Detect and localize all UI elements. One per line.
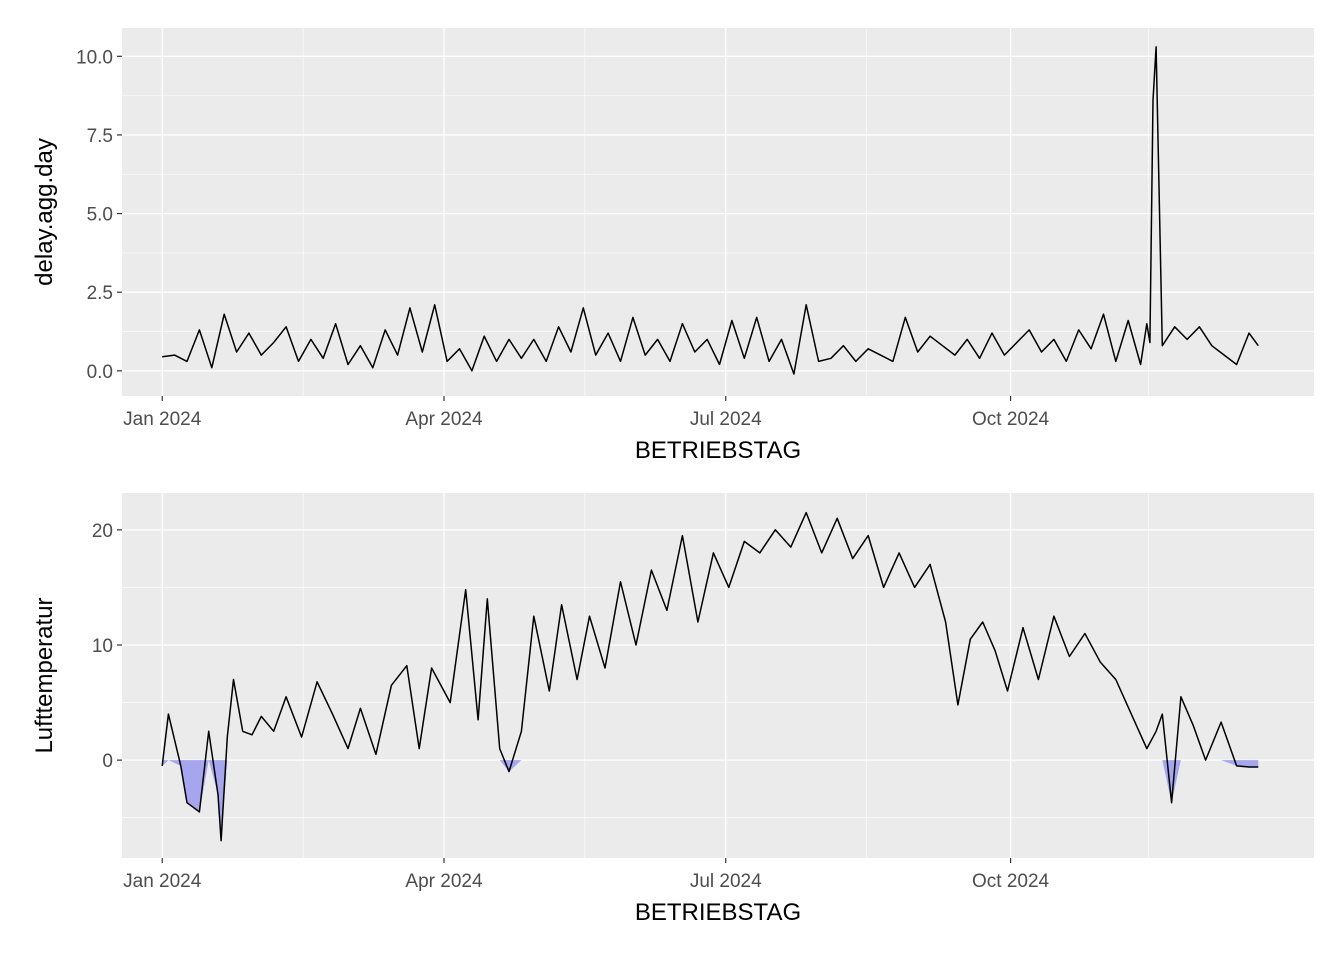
delay-panel-background [122,28,1314,396]
temperature-x-axis-title: BETRIEBSTAG [635,899,801,926]
delay-panel: 0.0 2.5 5.0 7.5 10.0 Jan 2024 Apr 2024 Jul 2024… [31,28,1314,464]
temperature-y-tick-label: 20 [92,521,113,542]
temperature-x-tick-label: Jul 2024 [690,871,762,892]
delay-x-axis-title: BETRIEBSTAG [635,437,801,464]
temperature-panel: 0 10 20 Jan 2024 Apr 2024 Jul 2024 Oct 2024 BET… [31,493,1314,926]
temperature-x-tick-label: Apr 2024 [405,871,483,892]
delay-series-line [162,46,1259,375]
temperature-y-tick-label: 10 [92,636,113,657]
delay-x-tick-label: Apr 2024 [405,409,483,430]
delay-x-tick-label: Jul 2024 [690,409,762,430]
temperature-panel-background [122,493,1314,858]
delay-y-tick-label: 2.5 [87,283,113,304]
delay-y-tick-label: 10.0 [76,47,113,68]
temperature-series-line [161,511,1259,842]
delay-x-tick-label: Oct 2024 [972,409,1050,430]
delay-y-tick-label: 7.5 [87,126,113,147]
temperature-x-tick-label: Oct 2024 [972,871,1050,892]
temperature-y-tick-label: 0 [102,751,113,772]
temperature-x-tick-label: Jan 2024 [123,871,202,892]
delay-y-tick-label: 0.0 [87,362,113,383]
delay-y-tick-label: 5.0 [87,205,113,226]
delay-x-tick-label: Jan 2024 [123,409,202,430]
temperature-y-axis-title: Lufttemperatur [31,597,58,753]
delay-y-axis-title: delay.agg.day [31,138,58,286]
